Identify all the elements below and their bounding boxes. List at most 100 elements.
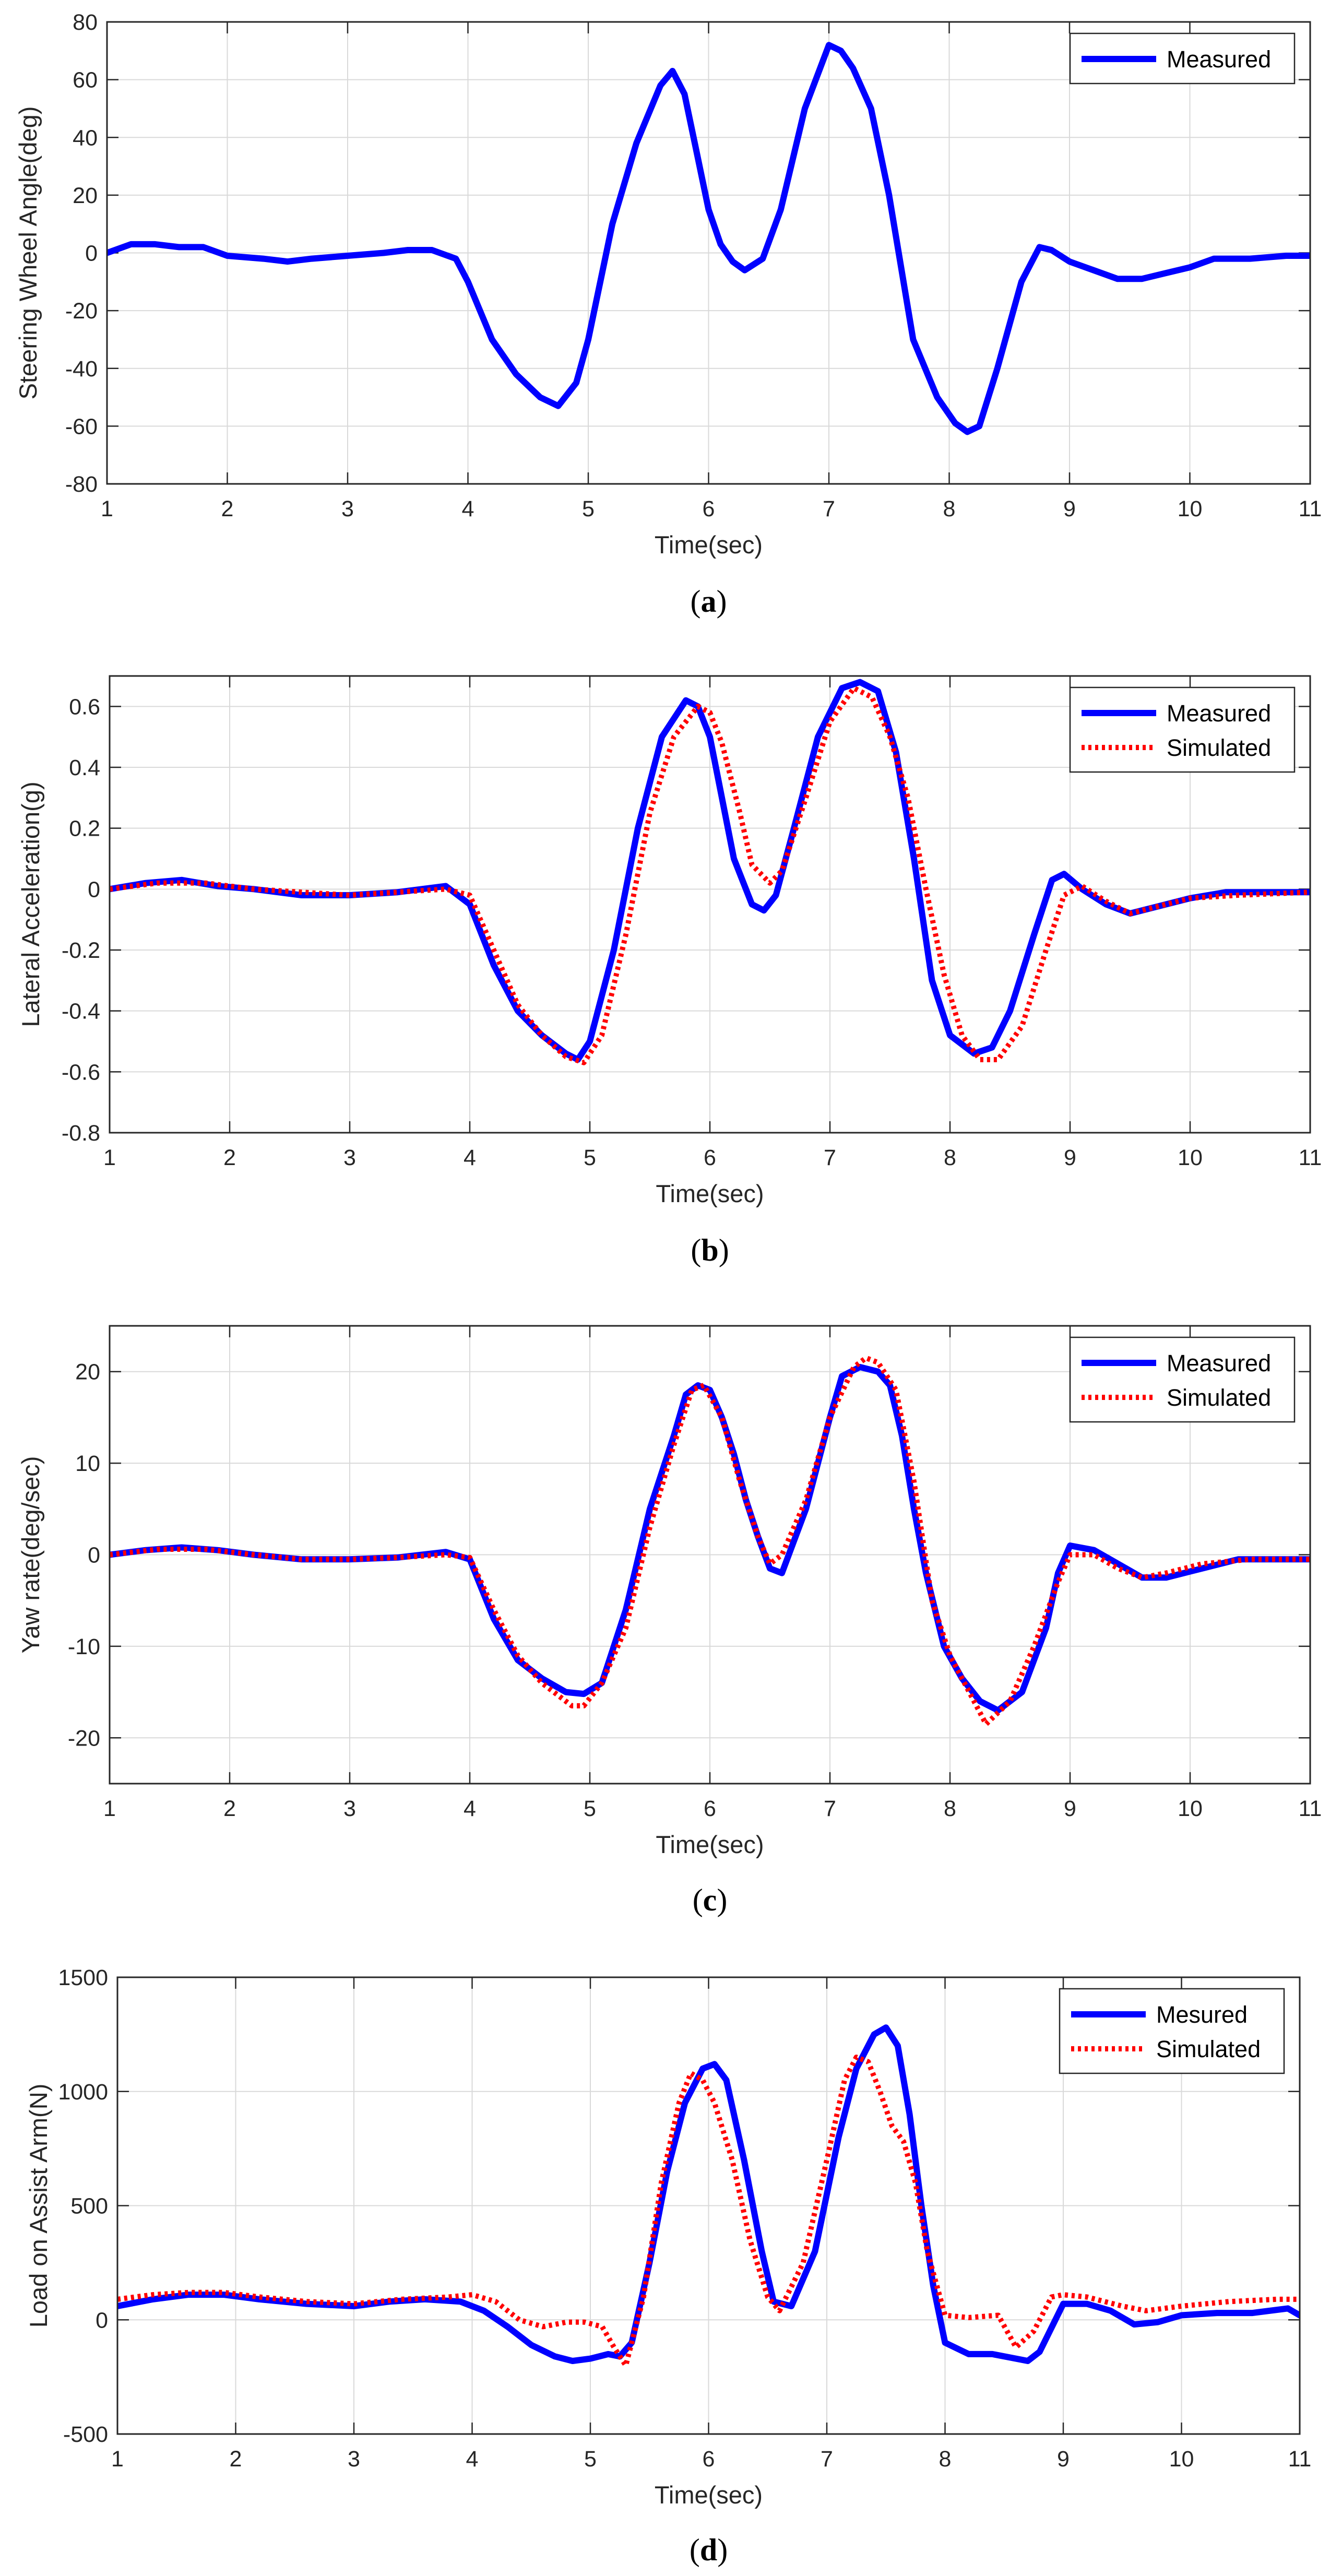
x-tick-label: 9: [1057, 2447, 1070, 2472]
x-tick-label: 9: [1063, 496, 1076, 521]
caption-part: c: [703, 1883, 717, 1917]
x-tick-label: 4: [462, 496, 474, 521]
y-tick-label: -10: [68, 1634, 100, 1659]
x-axis-label: Time(sec): [656, 1831, 764, 1858]
x-axis-label: Time(sec): [655, 531, 763, 559]
x-tick-label: 10: [1178, 1145, 1203, 1170]
caption-part: d: [700, 2533, 717, 2567]
legend-label: Mesured: [1156, 2001, 1248, 2028]
chart-panel-c: 1 2 3 4 5 6 7 8 9 10 11 -20 -10 0 10 20 Time(sec) Yaw rat…: [17, 1325, 1322, 1917]
caption-part: (: [690, 2533, 700, 2567]
chart-panel-d: 1 2 3 4 5 6 7 8 9 10 11 -500 0 500 1000 1500 Time(sec) Lo…: [25, 1965, 1311, 2567]
x-tick-label: 6: [703, 496, 715, 521]
series-line-simulated: [117, 2055, 1300, 2368]
axes-frame: [116, 1976, 1301, 2435]
legend-label: Measured: [1167, 1350, 1271, 1376]
axes-frame: [106, 21, 1311, 485]
y-tick-label: 0.4: [69, 755, 100, 780]
x-tick-label: 3: [343, 1796, 356, 1821]
legend-label: Simulated: [1167, 1384, 1271, 1411]
x-tick-label: 10: [1169, 2447, 1194, 2472]
y-tick-label: 500: [70, 2194, 108, 2219]
x-tick-label: 5: [584, 1145, 596, 1170]
x-tick-label: 8: [939, 2447, 952, 2472]
x-tick-label: 1: [101, 496, 113, 521]
x-tick-label: 5: [584, 2447, 597, 2472]
axes-frame: [109, 1325, 1311, 1785]
legend: Measured Simulated: [1069, 1336, 1296, 1423]
x-tick-label: 6: [704, 1796, 716, 1821]
y-tick-label: 1000: [58, 2080, 108, 2105]
x-axis-label: Time(sec): [656, 1180, 764, 1207]
series-line-simulated: [110, 685, 1310, 1065]
y-tick-label: -0.2: [62, 938, 100, 963]
series-line-measured: [107, 42, 1310, 435]
x-tick-label: 7: [824, 1145, 836, 1170]
y-tick-label: 0: [96, 2308, 108, 2333]
x-tick-label: 4: [466, 2447, 479, 2472]
caption-part: (: [691, 1233, 701, 1267]
y-axis-label: Yaw rate(deg/sec): [17, 1456, 44, 1654]
x-tick-label: 11: [1299, 496, 1322, 521]
legend: Measured Simulated: [1069, 686, 1296, 773]
legend-box: [1069, 1336, 1296, 1423]
x-tick-label: 11: [1299, 1145, 1322, 1170]
y-tick-label: 20: [75, 1360, 100, 1385]
x-tick-label: 11: [1299, 1796, 1322, 1821]
y-tick-label: 20: [73, 183, 98, 208]
x-tick-label: 8: [943, 496, 956, 521]
y-axis-label: Load on Assist Arm(N): [25, 2084, 52, 2328]
y-tick-label: 0.6: [69, 694, 100, 719]
legend-box: [1059, 1988, 1285, 2074]
y-tick-label: 0.2: [69, 816, 100, 841]
series-line-simulated: [110, 1355, 1310, 1727]
x-tick-label: 2: [221, 496, 234, 521]
legend-label: Measured: [1167, 700, 1271, 727]
y-tick-label: 80: [73, 10, 98, 35]
chart-panel-a: 1 2 3 4 5 6 7 8 9 10 11 -80 -60 -40 -20 0 20 40 60 80 Time(s…: [14, 10, 1322, 619]
panel-caption: (d): [690, 2533, 728, 2567]
chart-panel-b: 1 2 3 4 5 6 7 8 9 10 11 -0.8 -0.6 -0.4 -0.2 0 0.2 0.4 0.6 T…: [17, 675, 1322, 1267]
x-tick-label: 2: [230, 2447, 242, 2472]
caption-part: ): [717, 584, 727, 619]
y-tick-label: 0: [85, 241, 98, 266]
y-tick-label: -500: [63, 2422, 108, 2447]
y-tick-label: 1500: [58, 1965, 108, 1990]
y-tick-label: -80: [65, 472, 98, 497]
x-tick-label: 6: [704, 1145, 716, 1170]
x-tick-label: 1: [103, 1145, 116, 1170]
legend: Mesured Simulated: [1059, 1988, 1285, 2074]
y-axis-label: Steering Wheel Angle(deg): [14, 106, 42, 400]
caption-part: b: [701, 1233, 718, 1267]
x-tick-label: 3: [343, 1145, 356, 1170]
y-tick-label: -0.6: [62, 1060, 100, 1085]
x-tick-label: 8: [944, 1796, 956, 1821]
y-tick-label: 0: [88, 1543, 100, 1568]
y-tick-label: -60: [65, 414, 98, 439]
x-tick-label: 4: [464, 1145, 476, 1170]
caption-part: ): [717, 1883, 727, 1917]
x-tick-label: 7: [821, 2447, 833, 2472]
x-tick-label: 9: [1064, 1145, 1076, 1170]
x-axis-label: Time(sec): [655, 2481, 763, 2509]
x-tick-label: 6: [703, 2447, 715, 2472]
legend-label: Measured: [1167, 46, 1271, 73]
legend: Measured: [1069, 32, 1296, 85]
x-tick-label: 2: [223, 1796, 236, 1821]
caption-part: a: [701, 584, 717, 619]
y-tick-label: -0.4: [62, 999, 100, 1024]
legend-label: Simulated: [1156, 2036, 1261, 2062]
x-tick-label: 7: [823, 496, 835, 521]
y-tick-label: 10: [75, 1451, 100, 1476]
y-tick-label: -40: [65, 357, 98, 382]
caption-part: (: [693, 1883, 703, 1917]
y-tick-label: 40: [73, 125, 98, 150]
y-tick-label: -0.8: [62, 1121, 100, 1146]
series-line-mesured: [117, 2024, 1300, 2364]
y-tick-label: -20: [68, 1726, 100, 1751]
x-tick-label: 10: [1178, 1796, 1203, 1821]
x-tick-label: 7: [824, 1796, 836, 1821]
x-tick-label: 5: [584, 1796, 596, 1821]
